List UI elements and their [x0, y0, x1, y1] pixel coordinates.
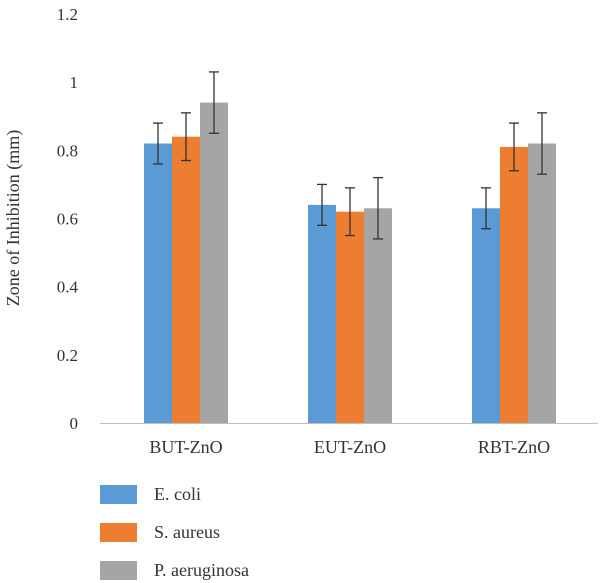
y-tick-label: 0.2: [57, 346, 78, 365]
legend-swatch: [100, 485, 137, 504]
error-bar: [481, 187, 491, 230]
error-bar: [345, 187, 355, 237]
y-tick-label: 0.8: [57, 141, 78, 160]
y-tick-label: 0.6: [57, 210, 78, 229]
bar: [200, 102, 228, 423]
bar: [472, 208, 500, 423]
legend-swatch: [100, 523, 137, 542]
y-axis-title: Zone of Inhibition (mm): [3, 130, 24, 306]
legend-item: S. aureus: [100, 522, 220, 542]
bar: [172, 136, 200, 423]
x-category-label: EUT-ZnO: [314, 437, 386, 457]
legend-item: E. coli: [100, 484, 201, 504]
error-bar: [317, 183, 327, 226]
error-bar: [153, 122, 163, 165]
legend-label: E. coli: [154, 484, 201, 504]
y-tick-label: 0: [70, 414, 79, 433]
legend: E. coli S. aureus P. aeruginosa: [100, 484, 249, 580]
legend-label: S. aureus: [154, 522, 220, 542]
bar: [364, 208, 392, 423]
error-bar: [181, 112, 191, 162]
error-bars: [153, 71, 547, 240]
bars: [144, 102, 556, 424]
legend-label: P. aeruginosa: [154, 560, 249, 580]
error-bar: [537, 112, 547, 175]
y-axis-ticks: 0 0.2 0.4 0.6 0.8 1 1.2: [57, 5, 79, 433]
x-category-label: RBT-ZnO: [478, 437, 550, 457]
bar: [500, 146, 528, 424]
legend-item: P. aeruginosa: [100, 560, 249, 580]
error-bar: [509, 122, 519, 172]
y-tick-label: 1.2: [57, 5, 78, 24]
bar: [336, 211, 364, 423]
error-bar: [209, 71, 219, 134]
x-axis-categories: BUT-ZnO EUT-ZnO RBT-ZnO: [149, 437, 550, 457]
legend-swatch: [100, 561, 137, 580]
bar: [308, 204, 336, 423]
bar: [528, 143, 556, 423]
y-tick-label: 0.4: [57, 278, 79, 297]
error-bar: [373, 176, 383, 240]
y-tick-label: 1: [70, 73, 79, 92]
x-category-label: BUT-ZnO: [149, 437, 222, 457]
bar: [144, 143, 172, 423]
